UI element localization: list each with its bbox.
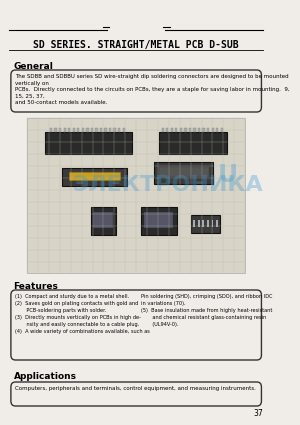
Bar bbox=[95, 128, 98, 132]
Bar bbox=[113, 128, 116, 132]
Bar bbox=[175, 128, 178, 132]
Bar bbox=[198, 220, 200, 227]
Text: 37: 37 bbox=[254, 409, 263, 418]
Bar bbox=[73, 128, 75, 132]
Bar bbox=[27, 118, 245, 273]
Bar bbox=[109, 128, 111, 132]
Bar bbox=[59, 128, 61, 132]
Bar bbox=[171, 128, 173, 132]
Bar bbox=[166, 128, 168, 132]
Text: Applications: Applications bbox=[14, 372, 76, 381]
Bar bbox=[207, 128, 209, 132]
Text: General: General bbox=[14, 62, 53, 71]
Bar bbox=[104, 128, 107, 132]
Bar bbox=[45, 132, 132, 154]
Bar bbox=[189, 128, 191, 132]
Text: Features: Features bbox=[14, 282, 59, 291]
Bar bbox=[100, 128, 102, 132]
Bar bbox=[118, 128, 120, 132]
Bar bbox=[198, 128, 200, 132]
Bar bbox=[212, 220, 213, 227]
Text: Computers, peripherals and terminals, control equipment, and measuring instrumen: Computers, peripherals and terminals, co… bbox=[15, 386, 256, 391]
Text: (1)  Compact and sturdy due to a metal shell.
(2)  Saves gold on plating contact: (1) Compact and sturdy due to a metal sh… bbox=[15, 294, 150, 334]
Bar bbox=[122, 128, 125, 132]
Bar bbox=[202, 220, 204, 227]
Bar bbox=[62, 168, 127, 186]
Bar bbox=[94, 212, 113, 228]
Bar bbox=[55, 128, 57, 132]
Bar bbox=[216, 220, 218, 227]
Bar bbox=[180, 128, 182, 132]
Bar bbox=[159, 167, 209, 177]
Text: U: U bbox=[218, 163, 238, 187]
Bar bbox=[207, 220, 209, 227]
Bar bbox=[69, 172, 120, 180]
Bar bbox=[184, 128, 187, 132]
Text: The SDBB and SDBBU series SD wire-straight dip soldering connectors are designed: The SDBB and SDBBU series SD wire-straig… bbox=[15, 74, 290, 105]
Text: ЭЛЕКТРОНИКА: ЭЛЕКТРОНИКА bbox=[73, 175, 263, 195]
Bar bbox=[50, 128, 52, 132]
Bar bbox=[86, 128, 88, 132]
Bar bbox=[154, 162, 213, 184]
Bar bbox=[194, 128, 196, 132]
Bar bbox=[91, 207, 116, 235]
Bar bbox=[216, 128, 218, 132]
Bar bbox=[202, 128, 205, 132]
Text: SD SERIES. STRAIGHT/METAL PCB D-SUB: SD SERIES. STRAIGHT/METAL PCB D-SUB bbox=[33, 40, 239, 50]
Bar bbox=[144, 212, 173, 228]
Bar bbox=[194, 220, 195, 227]
Bar bbox=[77, 128, 80, 132]
Bar bbox=[141, 207, 177, 235]
Bar bbox=[82, 128, 84, 132]
Bar bbox=[162, 128, 164, 132]
Bar bbox=[159, 132, 227, 154]
Text: Pin soldering (SHD), crimping (SDO), and ribbon IDC
in variations (70).
(5)  Bas: Pin soldering (SHD), crimping (SDO), and… bbox=[141, 294, 272, 327]
Bar bbox=[212, 128, 214, 132]
Bar bbox=[220, 128, 223, 132]
Bar bbox=[68, 128, 70, 132]
Bar bbox=[190, 215, 220, 233]
Bar bbox=[91, 128, 93, 132]
Bar bbox=[64, 128, 66, 132]
